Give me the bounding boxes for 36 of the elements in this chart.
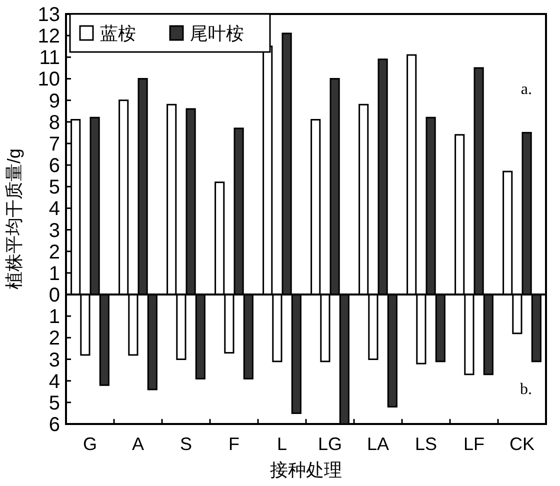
y-tick-label: 10 xyxy=(38,68,60,91)
x-tick-label: F xyxy=(228,434,240,454)
annotation: b. xyxy=(520,381,532,398)
y-tick-label: 2 xyxy=(48,328,60,350)
y-tick-label: 4 xyxy=(48,198,60,220)
y-tick-label: 4 xyxy=(48,370,60,393)
y-tick-label: 1 xyxy=(48,306,60,328)
y-tick-label: 3 xyxy=(48,349,60,372)
y-tick-label: 6 xyxy=(48,155,60,178)
y-tick-label: 8 xyxy=(48,112,60,134)
y-tick-label: 9 xyxy=(48,90,60,112)
y-tick-label: 3 xyxy=(48,220,60,242)
x-tick-label: S xyxy=(180,434,192,454)
y-axis-title: 植株平均干质量/g xyxy=(4,148,24,290)
x-tick-label: LS xyxy=(414,434,438,454)
y-tick-label: 5 xyxy=(48,392,60,414)
annotation: a. xyxy=(520,81,532,98)
x-tick-label: LF xyxy=(463,434,485,454)
y-tick-label: 6 xyxy=(48,414,60,436)
legend-label: 尾叶桉 xyxy=(190,23,244,44)
x-tick-label: A xyxy=(132,434,144,454)
y-tick-label: 7 xyxy=(48,133,60,156)
x-tick-label: L xyxy=(276,434,288,454)
legend-label: 蓝桉 xyxy=(100,23,136,44)
y-tick-label: 11 xyxy=(39,47,60,70)
y-tick-label: 0 xyxy=(48,284,60,307)
y-tick-label: 12 xyxy=(38,26,60,48)
x-tick-label: LA xyxy=(366,434,390,454)
x-tick-label: CK xyxy=(509,434,535,454)
x-tick-label: LG xyxy=(318,434,342,454)
y-tick-label: 2 xyxy=(48,241,60,264)
y-tick-label: 5 xyxy=(48,176,60,199)
y-tick-label: 1 xyxy=(48,262,60,285)
x-axis-title: 接种处理 xyxy=(270,460,342,480)
y-tick-label: 13 xyxy=(38,4,60,26)
x-tick-label: G xyxy=(82,434,98,454)
